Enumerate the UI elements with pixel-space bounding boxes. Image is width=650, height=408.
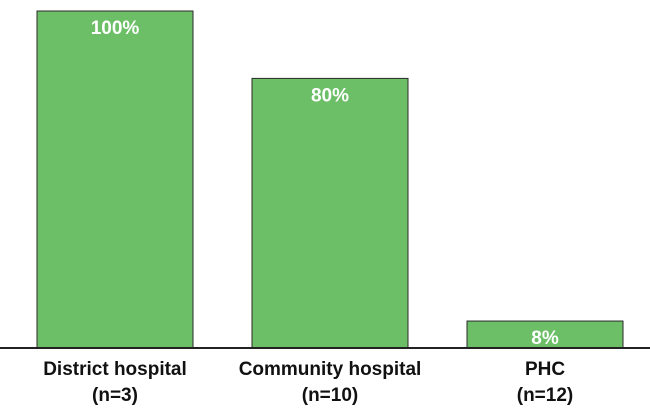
bar-1: [251, 77, 409, 349]
x-tick-count-0: (n=3): [92, 385, 138, 406]
data-label-2: 8%: [531, 328, 559, 349]
x-tick-label-1: Community hospital: [239, 359, 422, 380]
x-tick-label-2: PHC: [525, 359, 565, 380]
bars-group: [36, 10, 624, 349]
bar-0: [36, 10, 194, 349]
data-label-1: 80%: [311, 85, 349, 106]
x-tick-count-1: (n=10): [302, 385, 359, 406]
bar-2: [466, 320, 624, 349]
x-tick-labels-group: District hospital (n=3) Community hospital…: [43, 359, 573, 406]
x-tick-label-0: District hospital: [43, 359, 187, 380]
x-tick-count-2: (n=12): [517, 385, 574, 406]
data-label-0: 100%: [91, 18, 140, 39]
data-labels-group: 100% 80% 8%: [91, 18, 559, 349]
